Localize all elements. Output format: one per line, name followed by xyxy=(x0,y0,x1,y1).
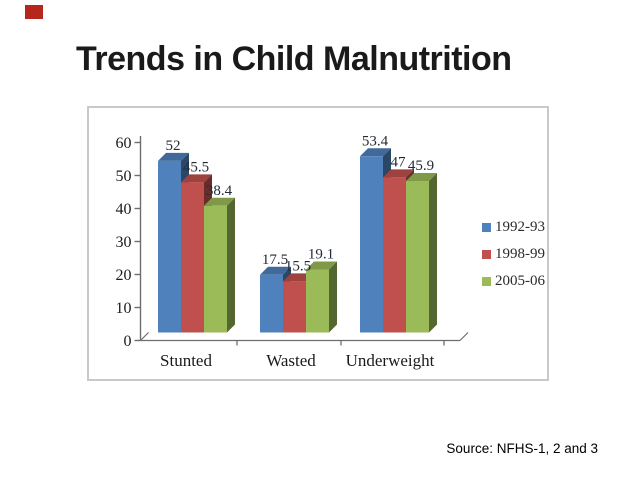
chart-frame: 0 10 20 30 40 50 60 52 45.5 38.4 17.5 15.5 19.1 53.4 4… xyxy=(87,106,549,381)
bar-top xyxy=(181,174,212,183)
y-tick-label: 10 xyxy=(116,300,132,317)
bar-value-label: 17.5 xyxy=(262,252,288,268)
bar-value-label: 53.4 xyxy=(362,133,389,149)
bar xyxy=(383,177,406,333)
legend-label: 1992-93 xyxy=(495,219,545,235)
bar xyxy=(158,160,181,333)
bar-top xyxy=(260,266,291,275)
y-tick-label: 30 xyxy=(116,234,132,251)
bar xyxy=(406,181,429,333)
y-tick-label: 20 xyxy=(116,267,132,284)
bar-top xyxy=(158,152,189,161)
bar-value-label: 15.5 xyxy=(285,258,311,274)
bar xyxy=(181,182,204,333)
category-label: Stunted xyxy=(160,351,212,370)
legend-swatch-1998-99 xyxy=(482,250,491,259)
bar-value-label: 47 xyxy=(391,154,407,170)
bar xyxy=(360,156,383,333)
y-tick-label: 60 xyxy=(116,135,132,152)
bar xyxy=(204,205,227,333)
floor-right-edge xyxy=(459,332,469,341)
legend-label: 2005-06 xyxy=(495,273,545,289)
category-label: Underweight xyxy=(346,351,435,370)
category-label: Wasted xyxy=(266,351,316,370)
bar-top xyxy=(204,197,235,206)
bar-top xyxy=(406,173,437,182)
legend-row: 1992-93 xyxy=(482,214,545,241)
slide-title: Trends in Child Malnutrition xyxy=(76,40,512,78)
legend-row: 2005-06 xyxy=(482,268,545,295)
bar-value-label: 52 xyxy=(166,138,181,154)
bar-top xyxy=(383,169,414,178)
source-note: Source: NFHS-1, 2 and 3 xyxy=(446,441,598,456)
bar-value-label: 19.1 xyxy=(308,246,334,262)
floor-left-edge xyxy=(140,332,149,341)
bar-value-label: 45.9 xyxy=(408,158,434,174)
y-tick-label: 0 xyxy=(124,333,132,350)
y-tick-label: 50 xyxy=(116,168,132,185)
bar xyxy=(306,269,329,333)
bar-side xyxy=(329,261,337,333)
bar-value-label: 45.5 xyxy=(183,159,209,175)
bar-value-label: 38.4 xyxy=(206,183,233,199)
bar xyxy=(283,281,306,333)
bar-top xyxy=(360,148,391,157)
bar xyxy=(260,274,283,333)
bar-side xyxy=(429,173,437,333)
bar-side xyxy=(227,197,235,333)
chart-legend: 1992-93 1998-99 2005-06 xyxy=(482,214,545,295)
legend-swatch-1992-93 xyxy=(482,223,491,232)
slide-corner-marker xyxy=(25,5,43,19)
bar-top xyxy=(306,261,337,270)
legend-label: 1998-99 xyxy=(495,246,545,262)
y-tick-label: 40 xyxy=(116,201,132,218)
legend-swatch-2005-06 xyxy=(482,277,491,286)
legend-row: 1998-99 xyxy=(482,241,545,268)
